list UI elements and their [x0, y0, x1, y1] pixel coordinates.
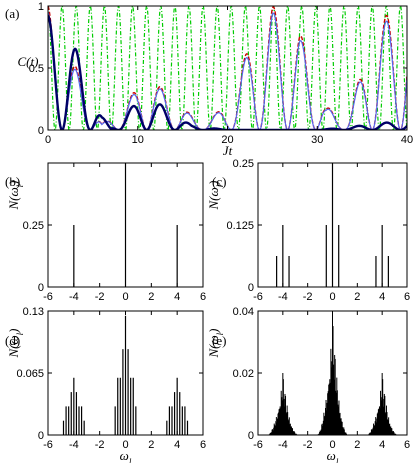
- panel-e-ytick-label-2: 0.04: [233, 306, 254, 318]
- panel-c-label: (c): [212, 174, 226, 189]
- panel-a-label: (a): [5, 6, 19, 21]
- panel-a-ytick-label-0: 0: [38, 125, 44, 137]
- panel-b-xtick-label-5: 4: [174, 291, 180, 303]
- panel-b-xtick-label-3: 0: [122, 291, 128, 303]
- panel-a-xtick-label-3: 30: [311, 134, 323, 146]
- panel-a-xtick-label-1: 10: [132, 134, 144, 146]
- panel-e-xtick-label-1: -4: [278, 439, 288, 451]
- panel-a-ytick-label-2: 1: [38, 1, 44, 13]
- panel-e-xtick-label-6: 6: [404, 439, 410, 451]
- panel-b-xtick-label-0: -6: [43, 291, 53, 303]
- panel-a-xtick-label-2: 20: [221, 134, 233, 146]
- panel-e-xtick-label-2: -2: [303, 439, 313, 451]
- panel-a-ytick-label-1: 0.5: [29, 63, 44, 75]
- panel-a-series-0: [48, 6, 407, 130]
- panel-c-ylabel: N(ωl): [206, 180, 225, 210]
- panel-b-ytick-label-0: 0: [38, 282, 44, 294]
- panel-d-ylabel: N(ωl): [6, 328, 25, 358]
- panel-a-ylabel: C(t): [18, 54, 39, 69]
- panel-c-xtick-label-6: 6: [404, 291, 410, 303]
- panel-a-xtick-label-4: 40: [401, 134, 413, 146]
- panel-d-xtick-label-5: 4: [174, 439, 180, 451]
- panel-b-xtick-label-2: -2: [95, 291, 105, 303]
- panel-a-xtick-label-0: 0: [45, 134, 51, 146]
- panel-b-ylabel: N(ωl): [6, 180, 25, 210]
- panel-d-xtick-label-1: -4: [69, 439, 79, 451]
- panel-c-xtick-label-3: 0: [329, 291, 335, 303]
- panel-a-xlabel: Jt: [223, 143, 233, 158]
- panel-c-xtick-label-5: 4: [379, 291, 385, 303]
- panel-c-xtick-label-0: -6: [253, 291, 263, 303]
- panel-e-ytick-label-0: 0: [248, 430, 254, 442]
- panel-b-xtick-label-6: 6: [200, 291, 206, 303]
- panel-e-xtick-label-5: 4: [379, 439, 385, 451]
- panel-e-xtick-label-0: -6: [253, 439, 263, 451]
- panel-b-ytick-label-1: 0.25: [23, 220, 44, 232]
- panel-d-xtick-label-2: -2: [95, 439, 105, 451]
- panel-e-xlabel: ωl: [327, 448, 339, 463]
- panel-d-xtick-label-3: 0: [122, 439, 128, 451]
- panel-d-ytick-label-2: 0.13: [23, 306, 44, 318]
- panel-c-ytick-label-2: 0.25: [233, 158, 254, 170]
- panel-d-xtick-label-0: -6: [43, 439, 53, 451]
- panel-e-ytick-label-1: 0.02: [233, 368, 254, 380]
- panel-c-ytick-label-1: 0.125: [226, 220, 254, 232]
- panel-d-label: (d): [5, 333, 20, 348]
- panel-d-xtick-label-6: 6: [200, 439, 206, 451]
- panel-c-ytick-label-0: 0: [248, 282, 254, 294]
- panel-e-xtick-label-3: 0: [329, 439, 335, 451]
- panel-d-xlabel: ωl: [120, 448, 132, 463]
- panel-c-xtick-label-1: -4: [278, 291, 288, 303]
- panel-e-label: (e): [212, 333, 226, 348]
- panel-d-ytick-label-1: 0.065: [16, 368, 44, 380]
- panel-c-xtick-label-4: 2: [354, 291, 360, 303]
- panel-b-xtick-label-4: 2: [148, 291, 154, 303]
- panel-c-xtick-label-2: -2: [303, 291, 313, 303]
- panel-d-ytick-label-0: 0: [38, 430, 44, 442]
- panel-e-xtick-label-4: 2: [354, 439, 360, 451]
- panel-d-xtick-label-4: 2: [148, 439, 154, 451]
- panel-b-xtick-label-1: -4: [69, 291, 79, 303]
- panel-b-label: (b): [5, 174, 20, 189]
- panel-e-ylabel: N(ωl): [206, 328, 225, 358]
